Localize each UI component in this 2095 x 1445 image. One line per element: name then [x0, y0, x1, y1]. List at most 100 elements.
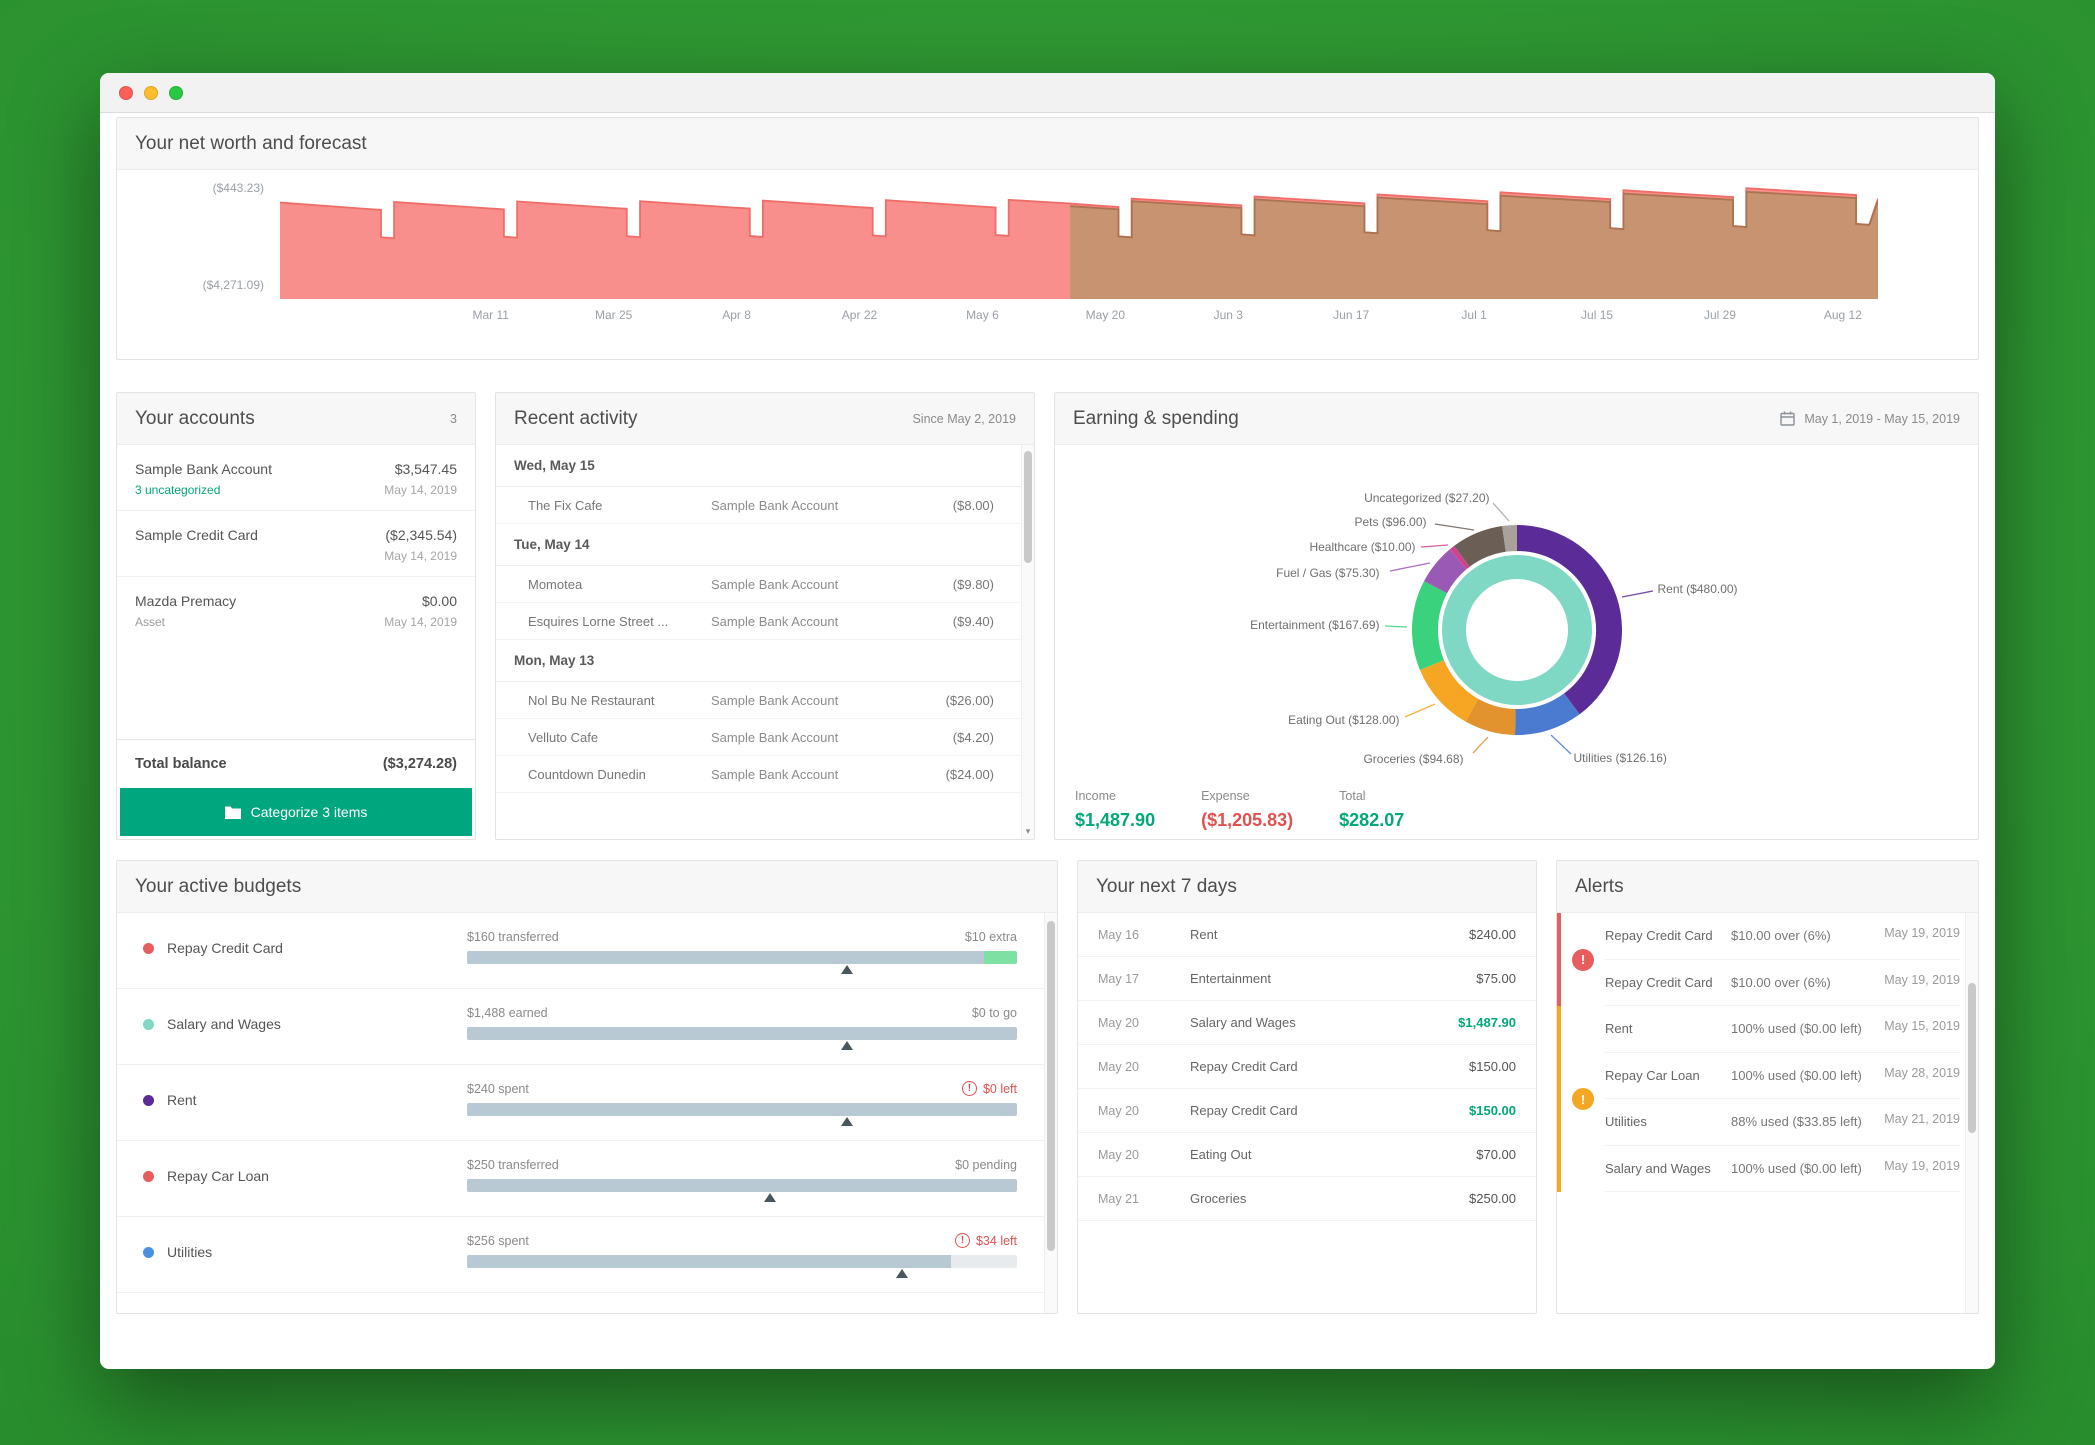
- calendar-icon: [1780, 411, 1796, 426]
- next-7-days-header: Your next 7 days: [1078, 861, 1536, 913]
- upcoming-row[interactable]: May 20 Repay Credit Card $150.00: [1078, 1045, 1536, 1089]
- alert-row[interactable]: Salary and Wages 100% used ($0.00 left) …: [1605, 1146, 1960, 1192]
- alert-row[interactable]: Repay Credit Card $10.00 over (6%) May 1…: [1605, 913, 1960, 960]
- budget-progress-bar: [467, 1027, 1017, 1040]
- activity-scrollbar[interactable]: ▾: [1021, 445, 1034, 839]
- transaction-row[interactable]: Momotea Sample Bank Account ($9.80): [496, 566, 1034, 603]
- accounts-panel: Your accounts 3 Sample Bank Account 3 un…: [116, 392, 476, 840]
- upcoming-row[interactable]: May 20 Eating Out $70.00: [1078, 1133, 1536, 1177]
- app-window: Your net worth and forecast ($443.23) ($…: [100, 73, 1995, 1369]
- budget-category-dot: [143, 1246, 154, 1258]
- net-worth-plot: Mar 11 Mar 25 Apr 8 Apr 22 May 6 May 20 …: [280, 182, 1878, 359]
- upcoming-row[interactable]: May 20 Salary and Wages $1,487.90: [1078, 1001, 1536, 1045]
- upcoming-row[interactable]: May 21 Groceries $250.00: [1078, 1177, 1536, 1221]
- upcoming-name: Groceries: [1190, 1191, 1247, 1206]
- alert-detail: 100% used ($0.00 left): [1731, 1160, 1862, 1176]
- recent-activity-list: Wed, May 15 The Fix Cafe Sample Bank Acc…: [496, 445, 1034, 839]
- transaction-account: Sample Bank Account: [711, 576, 839, 592]
- income-ring[interactable]: [1441, 555, 1592, 705]
- budget-progress-text: $240 spent: [467, 1081, 529, 1096]
- account-uncategorized-link[interactable]: 3 uncategorized: [135, 483, 221, 497]
- scroll-down-arrow-icon[interactable]: ▾: [1025, 826, 1031, 836]
- budgets-title: Your active budgets: [135, 875, 302, 897]
- alert-row[interactable]: Utilities 88% used ($33.85 left) May 21,…: [1605, 1099, 1960, 1146]
- upcoming-amount: $150.00: [1469, 1059, 1516, 1074]
- alert-row[interactable]: Repay Credit Card $10.00 over (6%) May 1…: [1605, 960, 1960, 1006]
- x-axis-label: Jun 3: [1213, 308, 1243, 322]
- next-7-days-title: Your next 7 days: [1096, 875, 1237, 897]
- alert-date: May 19, 2019: [1884, 926, 1960, 940]
- categorize-items-button[interactable]: Categorize 3 items: [120, 788, 472, 836]
- upcoming-row[interactable]: May 20 Repay Credit Card $150.00: [1078, 1089, 1536, 1133]
- transaction-row[interactable]: Esquires Lorne Street ... Sample Bank Ac…: [496, 603, 1034, 640]
- upcoming-date: May 20: [1098, 1059, 1139, 1074]
- budget-name: Utilities: [167, 1244, 213, 1260]
- expense-stat: Expense ($1,205.83): [1201, 789, 1293, 831]
- upcoming-date: May 16: [1098, 927, 1139, 942]
- budget-row[interactable]: Repay Credit Card $160 transferred $10 e…: [117, 913, 1057, 989]
- budget-category-dot: [143, 1170, 154, 1182]
- activity-date-header: Mon, May 13: [496, 640, 1034, 682]
- upcoming-row[interactable]: May 17 Entertainment $75.00: [1078, 957, 1536, 1001]
- transaction-merchant: Esquires Lorne Street ...: [528, 613, 669, 629]
- transaction-row[interactable]: The Fix Cafe Sample Bank Account ($8.00): [496, 487, 1034, 524]
- alert-date: May 21, 2019: [1884, 1112, 1960, 1126]
- budget-row[interactable]: Utilities $256 spent ! $34 left: [117, 1217, 1057, 1293]
- total-stat: Total $282.07: [1339, 789, 1404, 831]
- x-axis-label: May 6: [966, 308, 999, 322]
- transaction-account: Sample Bank Account: [711, 497, 839, 513]
- today-marker-icon: [840, 1117, 853, 1126]
- account-row[interactable]: Sample Bank Account 3 uncategorized $3,5…: [117, 445, 475, 511]
- upcoming-amount: $70.00: [1476, 1147, 1516, 1162]
- budget-progress-text: $160 transferred: [467, 929, 559, 944]
- scrollbar-thumb[interactable]: [1968, 983, 1976, 1133]
- income-value: $1,487.90: [1075, 810, 1156, 830]
- transaction-row[interactable]: Countdown Dunedin Sample Bank Account ($…: [496, 756, 1034, 793]
- forecast-line: [1070, 192, 1878, 238]
- upcoming-name: Salary and Wages: [1190, 1015, 1296, 1030]
- transaction-merchant: Countdown Dunedin: [528, 766, 646, 782]
- alert-name: Utilities: [1605, 1114, 1647, 1129]
- expense-value: ($1,205.83): [1201, 810, 1294, 830]
- segment-label-pets: Pets ($96.00): [1354, 515, 1427, 529]
- alert-date: May 19, 2019: [1884, 1158, 1960, 1173]
- account-balance: $0.00: [421, 593, 457, 609]
- transaction-row[interactable]: Velluto Cafe Sample Bank Account ($4.20): [496, 719, 1034, 756]
- accounts-count-badge: 3: [450, 411, 457, 426]
- recent-activity-since: Since May 2, 2019: [912, 411, 1016, 426]
- expense-ring[interactable]: [1411, 524, 1622, 735]
- budget-row[interactable]: Rent $240 spent ! $0 left: [117, 1065, 1057, 1141]
- budget-name: Salary and Wages: [167, 1016, 281, 1032]
- transaction-merchant: The Fix Cafe: [528, 497, 603, 513]
- alert-group-warning: ! Rent 100% used ($0.00 left) May 15, 20…: [1557, 1006, 1978, 1192]
- alert-row[interactable]: Repay Car Loan 100% used ($0.00 left) Ma…: [1605, 1053, 1960, 1099]
- budget-row[interactable]: Salary and Wages $1,488 earned $0 to go: [117, 989, 1057, 1065]
- upcoming-amount: $240.00: [1469, 927, 1516, 942]
- account-row[interactable]: Sample Credit Card ($2,345.54) May 14, 2…: [117, 511, 475, 577]
- earning-spending-chart[interactable]: Rent ($480.00) Utilities ($126.16) Groce…: [1067, 451, 1967, 781]
- budget-row[interactable]: Repay Car Loan $250 transferred $0 pendi…: [117, 1141, 1057, 1217]
- alerts-scrollbar[interactable]: [1965, 913, 1978, 1313]
- alert-row[interactable]: Rent 100% used ($0.00 left) May 15, 2019: [1605, 1006, 1960, 1053]
- accounts-title: Your accounts: [135, 407, 255, 429]
- upcoming-amount: $150.00: [1469, 1103, 1516, 1118]
- minimize-window-button[interactable]: [144, 85, 158, 100]
- upcoming-row[interactable]: May 16 Rent $240.00: [1078, 913, 1536, 957]
- net-worth-area-chart[interactable]: [280, 182, 1878, 299]
- account-row[interactable]: Mazda Premacy Asset $0.00 May 14, 2019: [117, 577, 475, 642]
- expense-label: Expense: [1201, 789, 1250, 803]
- budgets-scrollbar[interactable]: [1044, 913, 1057, 1313]
- maximize-window-button[interactable]: [169, 85, 183, 100]
- segment-label-healthcare: Healthcare ($10.00): [1309, 540, 1416, 554]
- x-axis-label: Mar 11: [472, 308, 509, 322]
- upcoming-date: May 17: [1098, 971, 1139, 986]
- close-window-button[interactable]: [119, 85, 133, 100]
- scrollbar-thumb[interactable]: [1024, 451, 1032, 563]
- total-value: $282.07: [1339, 810, 1405, 830]
- transaction-row[interactable]: Nol Bu Ne Restaurant Sample Bank Account…: [496, 682, 1034, 719]
- budget-progress-text: $250 transferred: [467, 1157, 559, 1172]
- x-axis-label: Jul 15: [1581, 308, 1614, 322]
- date-range-picker[interactable]: May 1, 2019 - May 15, 2019: [1780, 411, 1960, 426]
- scrollbar-thumb[interactable]: [1047, 921, 1055, 1251]
- net-worth-panel: Your net worth and forecast ($443.23) ($…: [116, 117, 1979, 360]
